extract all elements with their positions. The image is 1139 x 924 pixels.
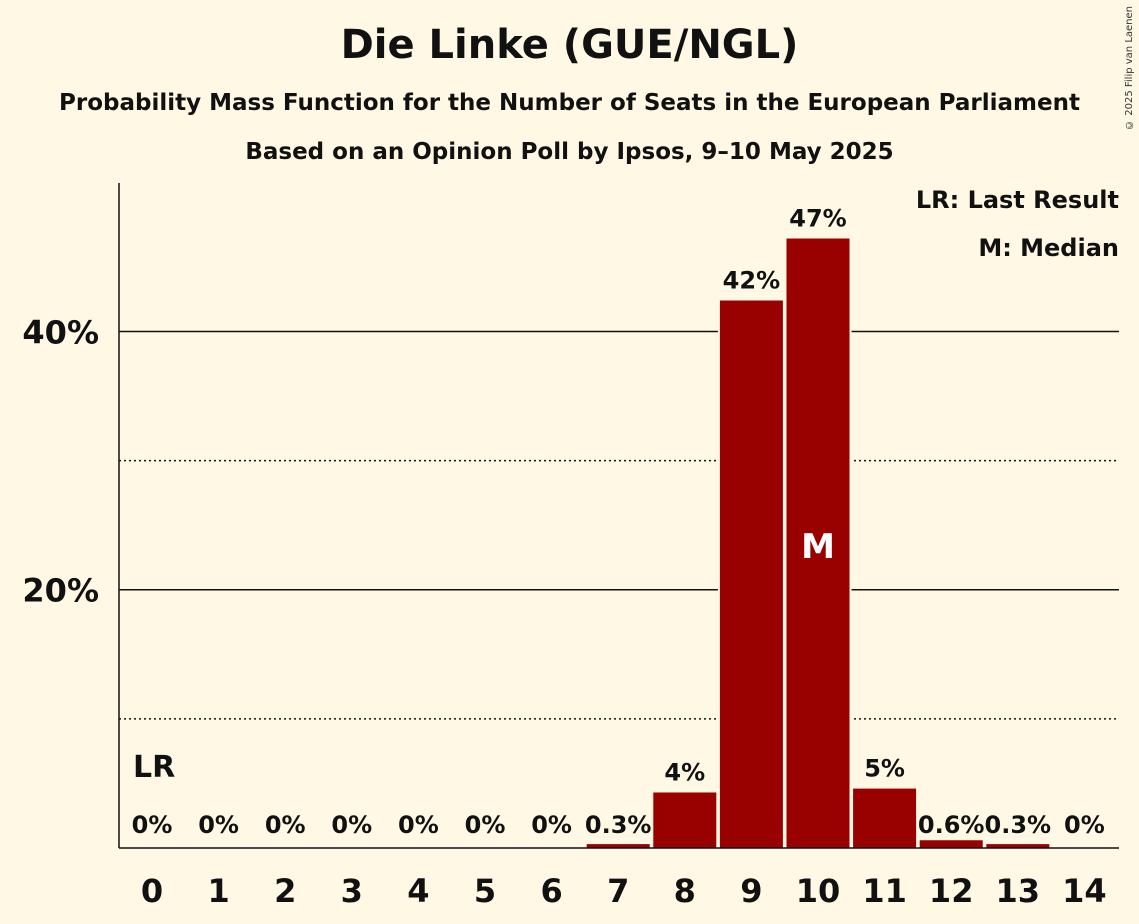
data-label-5: 0%: [465, 811, 506, 839]
x-tick-label-0: 0: [141, 872, 163, 910]
data-label-0: 0%: [132, 811, 173, 839]
x-tick-label-13: 13: [996, 872, 1041, 910]
bar-seats-7: [586, 844, 650, 848]
legend-last-result: LR: Last Result: [915, 186, 1119, 214]
x-tick-label-12: 12: [929, 872, 974, 910]
bar-seats-8: [653, 792, 717, 848]
data-label-8: 4%: [664, 758, 705, 786]
y-tick-label: 20%: [22, 572, 99, 610]
bar-seats-10: [786, 238, 850, 848]
chart-subtitle-poll: Based on an Opinion Poll by Ipsos, 9–10 …: [245, 139, 894, 165]
legend-median: M: Median: [978, 234, 1119, 262]
data-label-7: 0.3%: [585, 811, 652, 839]
x-tick-label-11: 11: [862, 872, 907, 910]
data-label-2: 0%: [265, 811, 306, 839]
median-marker: M: [801, 527, 835, 567]
data-label-6: 0%: [531, 811, 572, 839]
data-label-14: 0%: [1064, 811, 1105, 839]
last-result-marker: LR: [133, 750, 175, 785]
x-tick-label-7: 7: [607, 872, 629, 910]
chart-subtitle: Probability Mass Function for the Number…: [59, 90, 1080, 116]
chart-title: Die Linke (GUE/NGL): [340, 22, 799, 68]
x-tick-label-8: 8: [674, 872, 696, 910]
data-label-12: 0.6%: [918, 811, 985, 839]
bar-seats-11: [853, 788, 917, 848]
data-label-9: 42%: [723, 267, 780, 295]
x-tick-label-10: 10: [796, 872, 841, 910]
x-tick-label-9: 9: [740, 872, 762, 910]
data-label-13: 0.3%: [985, 811, 1052, 839]
data-label-3: 0%: [331, 811, 372, 839]
data-label-1: 0%: [198, 811, 239, 839]
y-tick-label: 40%: [22, 313, 99, 351]
bar-seats-13: [986, 844, 1050, 848]
x-tick-label-4: 4: [407, 872, 429, 910]
data-label-11: 5%: [864, 755, 905, 783]
x-tick-label-5: 5: [474, 872, 496, 910]
x-tick-label-6: 6: [540, 872, 562, 910]
bar-seats-9: [719, 300, 783, 848]
x-tick-label-2: 2: [274, 872, 296, 910]
x-tick-label-3: 3: [341, 872, 363, 910]
x-tick-label-14: 14: [1062, 872, 1107, 910]
x-tick-label-1: 1: [207, 872, 229, 910]
data-label-4: 0%: [398, 811, 439, 839]
bar-seats-12: [919, 840, 983, 848]
data-label-10: 47%: [789, 205, 846, 233]
